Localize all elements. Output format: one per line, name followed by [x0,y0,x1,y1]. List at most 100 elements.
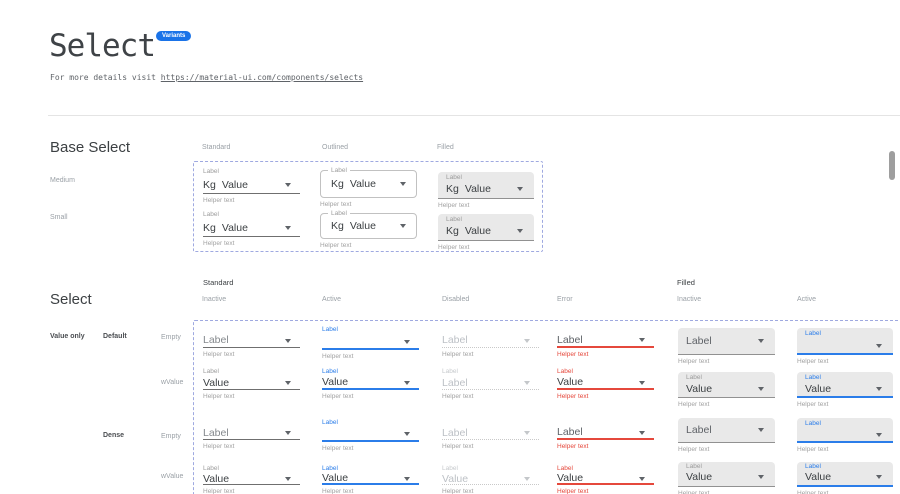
row-label-dense: Dense [103,432,125,439]
select-standard-active-wvalue: Label Value Helper text [322,368,419,400]
adornment-kg: Kg [203,221,216,234]
select-control[interactable]: Label [203,334,300,348]
select-filled-dense-active-wvalue: Label Value Helper text [797,462,893,494]
select-standard-error-empty: Label Helper text [557,334,654,359]
select-control[interactable]: Label [557,427,654,440]
select-value: Value [349,177,376,190]
helper-text: Helper text [678,490,710,494]
select-control[interactable]: Label [442,427,539,440]
select-control[interactable]: Label Value [797,372,893,398]
select-placeholder: Label [442,334,468,347]
select-control[interactable]: Label Value [678,372,775,398]
select-value: Value [464,182,491,195]
select-control[interactable]: Label [678,418,775,443]
select-value: Value [322,376,349,389]
select-control[interactable]: Value [322,376,419,390]
select-selection-frame [193,320,900,494]
dropdown-arrow-icon [876,386,882,391]
helper-text: Helper text [442,488,474,494]
select-standard-dense-active-empty: Label Helper text [322,419,419,452]
subtitle: For more details visit https://material-… [50,73,363,82]
row-label-wvalue: wValue [161,379,184,386]
select-value: Value [557,472,584,485]
select-control[interactable]: Value [322,472,419,485]
select-control[interactable]: Label Kg Value [320,210,417,239]
select-standard-inactive-wvalue: Label Value Helper text [203,368,300,400]
select-standard-error-wvalue: Label Value Helper text [557,368,654,400]
row-label-empty: Empty [161,433,181,440]
dropdown-arrow-icon [285,381,291,385]
dropdown-arrow-icon [524,338,530,343]
helper-text: Helper text [438,202,470,209]
select-control[interactable]: Value [203,474,300,485]
select-value: Value [322,472,349,485]
select-control[interactable]: Kg Value [203,178,300,194]
dropdown-arrow-icon [285,338,291,343]
helper-text: Helper text [320,201,352,208]
select-control[interactable] [322,429,419,442]
select-control[interactable]: Label [442,334,539,348]
material-ui-link[interactable]: https://material-ui.com/components/selec… [160,73,364,82]
select-placeholder: Label [203,334,229,347]
select-filled-active-empty: Label Helper text [797,328,893,366]
dropdown-arrow-icon [517,228,523,233]
select-placeholder: Label [686,334,712,347]
select-control[interactable]: Value [203,378,300,390]
dropdown-arrow-icon [758,475,764,480]
row-label-empty: Empty [161,334,181,341]
select-control[interactable]: Value [557,377,654,390]
select-control[interactable] [322,336,419,350]
select-label: Label [686,374,702,381]
helper-text: Helper text [203,392,235,400]
select-control[interactable]: Value [442,474,539,485]
helper-text: Helper text [320,242,352,249]
select-label: Label [322,368,338,375]
select-value: Value [686,471,713,483]
helper-text: Helper text [203,488,235,494]
dropdown-arrow-icon [758,428,764,432]
select-control[interactable]: Label [203,427,300,440]
select-control[interactable]: Label Kg Value [320,167,417,198]
dropdown-arrow-icon [404,339,410,344]
select-label: Label [322,419,338,426]
select-placeholder: Label [442,426,468,439]
select-standard-inactive-empty: Label Helper text [203,334,300,359]
helper-text: Helper text [322,392,354,400]
helper-text: Helper text [797,446,829,453]
select-label: Label [446,174,462,181]
select-placeholder: Label [203,426,229,439]
select-control[interactable]: Label [797,418,893,443]
helper-text: Helper text [797,401,829,408]
select-placeholder: Label [557,333,583,346]
select-control[interactable]: Label [557,334,654,348]
select-control[interactable]: Label [797,328,893,355]
select-standard-dense-active-wvalue: Label Value Helper text [322,465,419,494]
helper-text: Helper text [322,488,354,494]
select-label: Label [805,330,821,337]
select-control[interactable]: Kg Value [203,221,300,237]
select-control[interactable]: Label [678,328,775,355]
base-select-standard-medium: Label Kg Value Helper text [203,168,300,204]
dropdown-arrow-icon [400,224,406,228]
select-control[interactable]: Label [442,378,539,390]
select-control[interactable]: Label Value [678,462,775,487]
select-control[interactable]: Value [557,472,654,485]
state-header-filled-active: Active [797,296,817,303]
select-control[interactable]: Label Kg Value [438,172,534,199]
base-select-outlined-medium: Label Kg Value Helper text [320,167,417,209]
row-label-small: Small [50,214,68,221]
state-header-disabled: Disabled [442,296,470,303]
select-control[interactable]: Label Kg Value [438,214,534,241]
dropdown-arrow-icon [285,477,291,481]
scrollbar-thumb[interactable] [889,151,895,180]
select-value: Value [686,382,713,395]
select-control[interactable]: Label Value [797,462,893,487]
select-filled-dense-inactive-wvalue: Label Value Helper text [678,462,775,494]
adornment-kg: Kg [203,178,216,191]
select-label: Label [322,465,338,472]
select-value: Value [442,472,469,485]
select-value: Value [203,472,230,485]
select-value: Label [442,376,468,389]
dropdown-arrow-icon [758,339,764,343]
helper-text: Helper text [203,196,235,204]
